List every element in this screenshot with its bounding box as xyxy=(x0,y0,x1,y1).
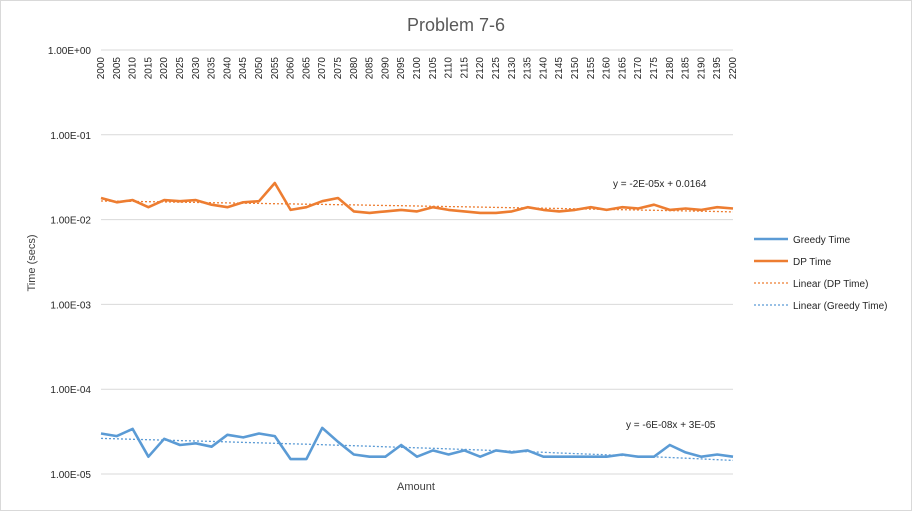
x-tick-label: 2180 xyxy=(665,57,676,80)
x-axis-ticks: 2000 2005 2010 2015 2020 2025 2030 2035 2040 2045… xyxy=(96,57,739,80)
x-tick-label: 2130 xyxy=(507,57,518,80)
y-axis-label: Time (secs) xyxy=(26,234,38,291)
x-tick-label: 2050 xyxy=(254,57,265,80)
x-tick-label: 2070 xyxy=(317,57,328,80)
x-tick-label: 2105 xyxy=(428,57,439,80)
x-tick-label: 2030 xyxy=(191,57,202,80)
x-tick-label: 2150 xyxy=(570,57,581,80)
x-tick-label: 2195 xyxy=(712,57,723,80)
trendline-greedy-time xyxy=(100,437,734,462)
x-tick-label: 2140 xyxy=(538,57,549,80)
x-tick-label: 2000 xyxy=(96,57,107,80)
gridlines xyxy=(101,49,733,475)
chart-title: Problem 7-6 xyxy=(407,15,505,35)
x-tick-label: 2035 xyxy=(207,57,218,80)
legend-label: Linear (DP Time) xyxy=(793,279,868,290)
series-line-greedy-time xyxy=(100,426,734,461)
y-tick-label: 1.00E-01 xyxy=(50,131,91,142)
y-tick-label: 1.00E-05 xyxy=(50,470,91,481)
x-tick-label: 2115 xyxy=(459,57,470,79)
x-tick-label: 2085 xyxy=(365,57,376,80)
data-series xyxy=(100,181,734,461)
x-tick-label: 2175 xyxy=(649,57,660,80)
x-tick-label: 2045 xyxy=(238,57,249,80)
x-tick-label: 2015 xyxy=(143,57,154,80)
x-tick-label: 2120 xyxy=(475,57,486,80)
x-tick-label: 2185 xyxy=(681,57,692,80)
x-tick-label: 2010 xyxy=(128,57,139,80)
x-tick-label: 2190 xyxy=(696,57,707,80)
y-tick-label: 1.00E+00 xyxy=(48,46,92,57)
x-tick-label: 2040 xyxy=(222,57,233,80)
y-axis-ticks: 1.00E-05 1.00E-04 1.00E-03 1.00E-02 1.00E-01… xyxy=(48,46,92,481)
x-tick-label: 2005 xyxy=(112,57,123,80)
x-tick-label: 2165 xyxy=(617,57,628,80)
series-line-dp-time xyxy=(100,181,734,215)
legend: Greedy Time DP Time Linear (DP Time) Linear… xyxy=(754,235,887,312)
x-tick-label: 2055 xyxy=(270,57,281,80)
x-tick-label: 2160 xyxy=(602,57,613,80)
legend-label: Linear (Greedy Time) xyxy=(793,301,887,312)
x-tick-label: 2065 xyxy=(301,57,312,80)
x-tick-label: 2125 xyxy=(491,57,502,80)
trendline-equation-greedy: y = -6E-08x + 3E-05 xyxy=(626,420,716,431)
x-tick-label: 2145 xyxy=(554,57,565,80)
x-tick-label: 2020 xyxy=(159,57,170,80)
x-tick-label: 2170 xyxy=(633,57,644,80)
trendline-equation-dp: y = -2E-05x + 0.0164 xyxy=(613,179,707,190)
y-tick-label: 1.00E-03 xyxy=(50,300,91,311)
x-tick-label: 2080 xyxy=(349,57,360,80)
legend-label: Greedy Time xyxy=(793,235,851,246)
y-tick-label: 1.00E-02 xyxy=(50,216,91,227)
x-tick-label: 2090 xyxy=(380,57,391,80)
x-axis-label: Amount xyxy=(397,481,435,493)
x-tick-label: 2075 xyxy=(333,57,344,80)
y-tick-label: 1.00E-04 xyxy=(50,385,91,396)
x-tick-label: 2110 xyxy=(444,57,455,79)
x-tick-label: 2200 xyxy=(728,57,739,80)
x-tick-label: 2100 xyxy=(412,57,423,80)
x-tick-label: 2095 xyxy=(396,57,407,80)
x-tick-label: 2060 xyxy=(286,57,297,80)
x-tick-label: 2135 xyxy=(523,57,534,80)
x-tick-label: 2155 xyxy=(586,57,597,80)
legend-label: DP Time xyxy=(793,257,832,268)
x-tick-label: 2025 xyxy=(175,57,186,80)
